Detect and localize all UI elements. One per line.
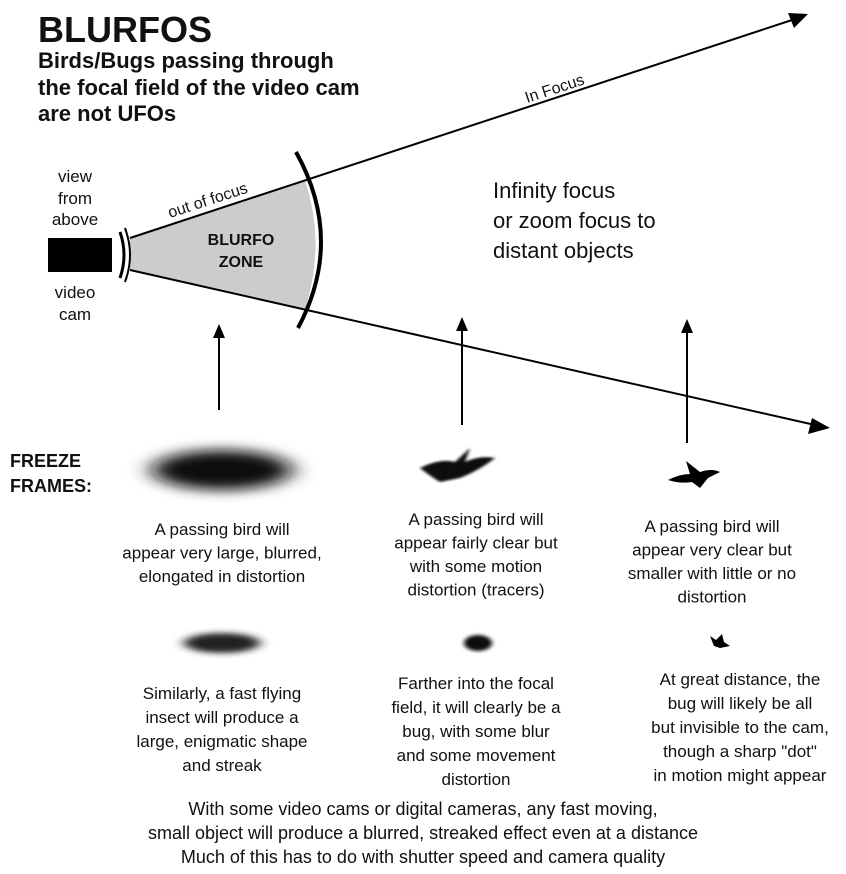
- view-label: view: [58, 167, 93, 186]
- lower-ray: [130, 270, 815, 425]
- bird-caption: with some motion: [409, 557, 542, 576]
- up-arrows: [219, 328, 687, 443]
- bug-caption: bug will likely be all: [668, 694, 813, 713]
- bird-caption: distortion: [678, 588, 747, 607]
- bird-caption: smaller with little or no: [628, 564, 796, 583]
- footer: Much of this has to do with shutter spee…: [181, 847, 665, 867]
- arrowhead: [808, 418, 830, 434]
- bug-caption: and streak: [182, 756, 262, 775]
- bird: [668, 461, 720, 488]
- view-label: above: [52, 210, 98, 229]
- freeze-label: FRAMES:: [10, 476, 92, 496]
- zone-label: ZONE: [219, 254, 264, 271]
- lens: [120, 232, 124, 278]
- bug-caption: Farther into the focal: [398, 674, 554, 693]
- bug-caption: and some movement: [397, 746, 556, 765]
- bug-caption: in motion might appear: [654, 766, 827, 785]
- bug-caption: Similarly, a fast flying: [143, 684, 301, 703]
- cam-label: cam: [59, 305, 91, 324]
- bug-caption: large, enigmatic shape: [136, 732, 307, 751]
- bird-tracer: [420, 448, 495, 482]
- freeze-label: FREEZE: [10, 451, 81, 471]
- bird-caption: A passing bird will: [644, 517, 779, 536]
- arrowhead: [788, 13, 808, 28]
- bird-caption: appear fairly clear but: [394, 534, 558, 553]
- bird-caption: appear very clear but: [632, 541, 792, 560]
- subtitle: are not UFOs: [38, 101, 176, 126]
- subtitle: Birds/Bugs passing through: [38, 48, 334, 73]
- lens: [125, 228, 130, 282]
- bug: [464, 635, 492, 651]
- camera: [48, 238, 112, 272]
- footer: small object will produce a blurred, str…: [148, 823, 698, 843]
- view-label: from: [58, 189, 92, 208]
- in-focus: In Focus: [523, 72, 587, 107]
- arrowhead: [681, 319, 693, 333]
- bug-caption: though a sharp "dot": [663, 742, 817, 761]
- bug-caption: insect will produce a: [145, 708, 299, 727]
- infinity-label: Infinity focus: [493, 178, 615, 203]
- bird-caption: A passing bird will: [154, 520, 289, 539]
- arrowhead: [456, 317, 468, 331]
- zone-label: BLURFO: [208, 232, 275, 249]
- blurred-bug: [184, 633, 260, 653]
- footer: With some video cams or digital cameras,…: [188, 799, 657, 819]
- bug-caption: field, it will clearly be a: [391, 698, 561, 717]
- infinity-label: or zoom focus to: [493, 208, 656, 233]
- bird-caption: distortion (tracers): [408, 581, 545, 600]
- cam-label: video: [55, 283, 96, 302]
- arrowhead: [213, 324, 225, 338]
- bird-caption: appear very large, blurred,: [122, 544, 321, 563]
- title: BLURFOS: [38, 9, 212, 50]
- bird-caption: A passing bird will: [408, 510, 543, 529]
- bug-caption: but invisible to the cam,: [651, 718, 829, 737]
- bug-caption: At great distance, the: [660, 670, 821, 689]
- infinity-label: distant objects: [493, 238, 634, 263]
- blurred-bird: [152, 450, 292, 490]
- bug-caption: distortion: [442, 770, 511, 789]
- diagram: BLURFOS Birds/Bugs passing through the f…: [0, 0, 846, 874]
- bug-caption: bug, with some blur: [402, 722, 550, 741]
- subtitle: the focal field of the video cam: [38, 75, 360, 100]
- bug: [710, 634, 730, 648]
- bird-caption: elongated in distortion: [139, 567, 305, 586]
